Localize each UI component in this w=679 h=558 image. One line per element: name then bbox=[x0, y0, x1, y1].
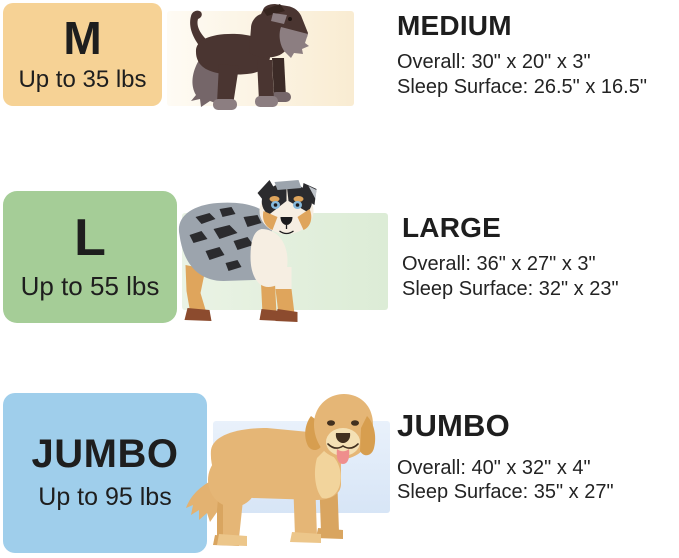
size-specs-large: LARGE Overall: 36" x 27" x 3" Sleep Surf… bbox=[402, 212, 619, 302]
weight-limit-jumbo: Up to 95 lbs bbox=[38, 483, 172, 511]
sleep-surface-medium: Sleep Surface: 26.5" x 16.5" bbox=[397, 75, 647, 98]
size-title-large: LARGE bbox=[402, 212, 501, 243]
size-badge-large: L Up to 55 lbs bbox=[3, 191, 177, 323]
size-code-medium: M bbox=[63, 12, 102, 64]
australian-shepherd-icon bbox=[178, 180, 317, 322]
sleep-surface-jumbo: Sleep Surface: 35" x 27" bbox=[397, 481, 614, 504]
size-code-jumbo: JUMBO bbox=[31, 432, 179, 476]
sleep-surface-large: Sleep Surface: 32" x 23" bbox=[402, 277, 619, 300]
size-badge-jumbo: JUMBO Up to 95 lbs bbox=[3, 393, 207, 553]
miniature-schnauzer-icon bbox=[190, 4, 309, 110]
overall-dimensions-jumbo: Overall: 40" x 32" x 4" bbox=[397, 456, 591, 479]
golden-retriever-icon bbox=[186, 394, 376, 546]
size-specs-medium: MEDIUM Overall: 30" x 20" x 3" Sleep Sur… bbox=[397, 10, 647, 100]
size-title-medium: MEDIUM bbox=[397, 10, 512, 41]
size-specs-jumbo: JUMBO Overall: 40" x 32" x 4" Sleep Surf… bbox=[397, 408, 614, 505]
weight-limit-medium: Up to 35 lbs bbox=[18, 66, 147, 93]
overall-dimensions-large: Overall: 36" x 27" x 3" bbox=[402, 253, 596, 276]
overall-dimensions-medium: Overall: 30" x 20" x 3" bbox=[397, 51, 591, 74]
size-title-jumbo: JUMBO bbox=[397, 408, 510, 443]
size-code-large: L bbox=[74, 209, 106, 267]
weight-limit-large: Up to 55 lbs bbox=[20, 271, 160, 301]
size-badge-medium: M Up to 35 lbs bbox=[3, 3, 162, 106]
